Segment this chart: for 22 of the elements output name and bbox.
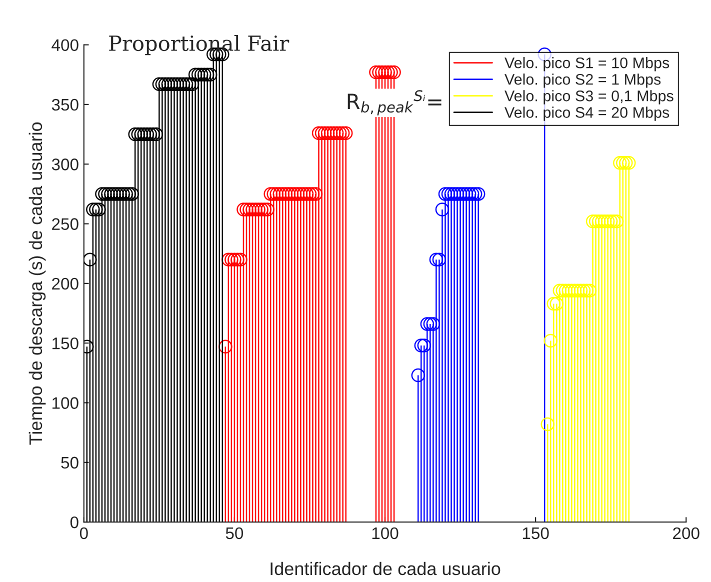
y-tick-label: 150 [52, 337, 78, 350]
x-tick-label: 150 [522, 527, 549, 540]
x-axis-title: Identificador de cada usuario [270, 562, 500, 576]
x-tick-label: 100 [372, 527, 398, 540]
y-tick-label: 100 [52, 397, 78, 409]
y-tick-label: 250 [52, 218, 78, 230]
y-tick-label: 350 [52, 98, 78, 111]
legend-label: Velo. pico S2 = 1 Mbps [504, 74, 661, 88]
legend-title: R$_{b,peak}$$^{Sᵢ}$= [348, 90, 442, 116]
y-axis-title: Tiempo de descarga (s) de cada usuario [28, 122, 46, 445]
y-tick-label: 50 [61, 456, 78, 469]
x-tick-label: 50 [226, 527, 244, 540]
y-tick-label: 300 [52, 158, 78, 170]
legend-label: Velo. pico S4 = 20 Mbps [504, 106, 670, 121]
y-tick-label: 0 [70, 516, 78, 528]
chart-title: Proportional Fair [109, 34, 290, 56]
legend-label: Velo. pico S1 = 10 Mbps [504, 57, 670, 72]
legend-label: Velo. pico S3 = 0,1 Mbps [504, 90, 674, 104]
y-tick-label: 400 [52, 39, 78, 52]
y-tick-label: 200 [52, 278, 78, 290]
x-tick-label: 200 [673, 527, 700, 540]
x-tick-label: 0 [80, 527, 88, 540]
